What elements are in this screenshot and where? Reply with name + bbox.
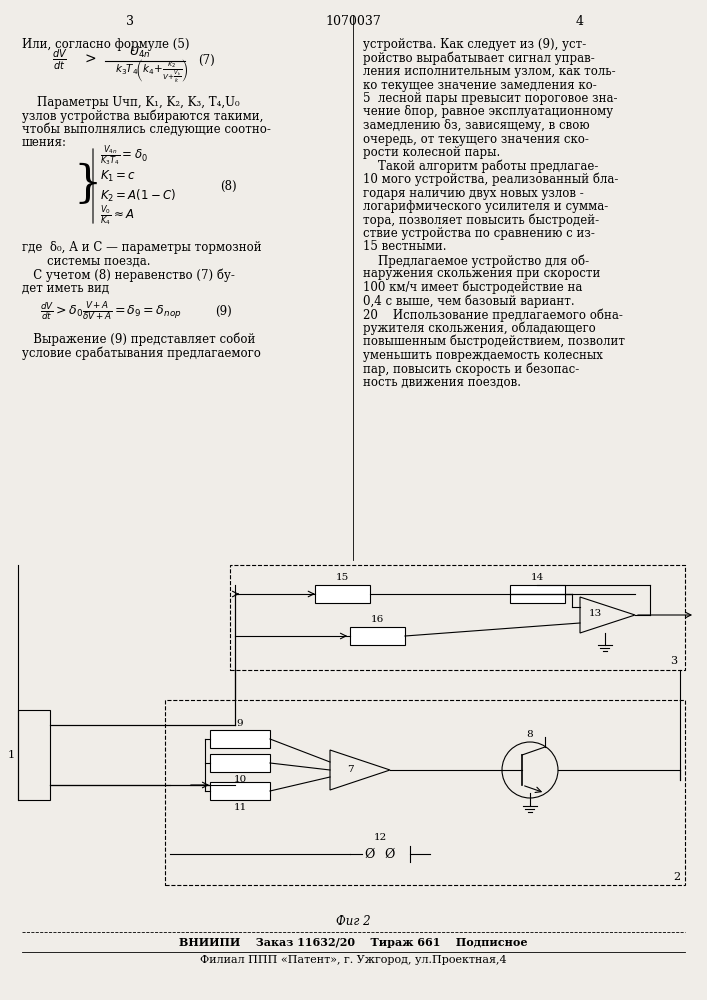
Text: Филиал ППП «Патент», г. Ужгород, ул.Проектная,4: Филиал ППП «Патент», г. Ужгород, ул.Прое… (199, 955, 506, 965)
Bar (210, 782, 270, 800)
Text: $\frac{V_{4n}}{K_3 T_4} = \delta_0$: $\frac{V_{4n}}{K_3 T_4} = \delta_0$ (100, 144, 148, 168)
Text: 2: 2 (673, 872, 680, 882)
Text: ружителя скольжения, обладающего: ружителя скольжения, обладающего (363, 322, 596, 335)
Text: где  δ₀, А и С — параметры тормозной: где δ₀, А и С — параметры тормозной (22, 241, 262, 254)
Text: ройство вырабатывает сигнал управ-: ройство вырабатывает сигнал управ- (363, 51, 595, 65)
Text: 10: 10 (233, 775, 247, 784)
Text: $K_2 = A(1-C)$: $K_2 = A(1-C)$ (100, 188, 176, 204)
Text: замедлению δз, зависящему, в свою: замедлению δз, зависящему, в свою (363, 119, 590, 132)
Text: системы поезда.: системы поезда. (47, 254, 151, 267)
Text: шения:: шения: (22, 136, 67, 149)
Text: 12: 12 (373, 833, 387, 842)
Text: 1: 1 (8, 750, 15, 760)
Text: наружения скольжения при скорости: наружения скольжения при скорости (363, 267, 600, 280)
Text: ления исполнительным узлом, как толь-: ления исполнительным узлом, как толь- (363, 65, 616, 78)
Text: Ø: Ø (385, 848, 395, 860)
Text: }: } (74, 162, 103, 206)
Text: 15 вестными.: 15 вестными. (363, 240, 447, 253)
Bar (18, 710, 50, 800)
Text: ВНИИПИ    Заказ 11632/20    Тираж 661    Подписное: ВНИИПИ Заказ 11632/20 Тираж 661 Подписно… (179, 937, 527, 948)
Bar (210, 754, 270, 772)
Text: 3: 3 (670, 656, 677, 666)
Text: ность движения поездов.: ность движения поездов. (363, 375, 521, 388)
Text: 3: 3 (126, 15, 134, 28)
Text: 0,4 с выше, чем базовый вариант.: 0,4 с выше, чем базовый вариант. (363, 294, 575, 308)
Bar (210, 730, 270, 748)
Text: 15: 15 (336, 573, 349, 582)
Text: 14: 14 (531, 573, 544, 582)
Text: (9): (9) (215, 304, 232, 318)
Text: $k_3 T_4\!\left(k_4\!+\!\frac{k_2}{V\!+\!\frac{V_k}{k}}\right)$: $k_3 T_4\!\left(k_4\!+\!\frac{k_2}{V\!+\… (115, 57, 189, 85)
Text: 7: 7 (346, 766, 354, 774)
Text: $\frac{dV}{dt} > \delta_0 \frac{V+A}{\delta V+A} = \delta_9 = \delta_{nop}$: $\frac{dV}{dt} > \delta_0 \frac{V+A}{\de… (40, 300, 182, 322)
Text: 20    Использование предлагаемого обна-: 20 Использование предлагаемого обна- (363, 308, 623, 322)
Text: 13: 13 (588, 608, 602, 617)
Text: 9: 9 (237, 719, 243, 728)
Text: ко текущее значение замедления ко-: ко текущее значение замедления ко- (363, 79, 597, 92)
Text: логарифмического усилителя и сумма-: логарифмического усилителя и сумма- (363, 200, 608, 213)
Text: 1070037: 1070037 (325, 15, 381, 28)
Text: Предлагаемое устройство для об-: Предлагаемое устройство для об- (363, 254, 589, 267)
Text: 100 км/ч имеет быстродействие на: 100 км/ч имеет быстродействие на (363, 281, 583, 294)
Text: 10 мого устройства, реализованный бла-: 10 мого устройства, реализованный бла- (363, 173, 619, 186)
Text: Такой алгоритм работы предлагае-: Такой алгоритм работы предлагае- (363, 159, 598, 173)
Text: 16: 16 (371, 615, 384, 624)
Text: дет иметь вид: дет иметь вид (22, 282, 109, 294)
Text: очередь, от текущего значения ско-: очередь, от текущего значения ско- (363, 132, 589, 145)
Text: устройства. Как следует из (9), уст-: устройства. Как следует из (9), уст- (363, 38, 586, 51)
Text: узлов устройства выбираются такими,: узлов устройства выбираются такими, (22, 109, 264, 123)
Text: тора, позволяет повысить быстродей-: тора, позволяет повысить быстродей- (363, 214, 599, 227)
Text: $\frac{V_0}{K_4} \approx A$: $\frac{V_0}{K_4} \approx A$ (100, 204, 134, 228)
Text: С учетом (8) неравенство (7) бу-: С учетом (8) неравенство (7) бу- (22, 268, 235, 282)
Text: >: > (84, 53, 96, 67)
Text: пар, повысить скорость и безопас-: пар, повысить скорость и безопас- (363, 362, 579, 375)
Bar (510, 585, 565, 603)
Text: 5  лесной пары превысит пороговое зна-: 5 лесной пары превысит пороговое зна- (363, 92, 617, 105)
Text: Или, согласно формуле (5): Или, согласно формуле (5) (22, 38, 189, 51)
Text: чтобы выполнялись следующие соотно-: чтобы выполнялись следующие соотно- (22, 123, 271, 136)
Text: годаря наличию двух новых узлов -: годаря наличию двух новых узлов - (363, 186, 584, 200)
Text: $K_1 = c$: $K_1 = c$ (100, 168, 136, 184)
Text: 8: 8 (527, 730, 533, 739)
Text: Фиг 2: Фиг 2 (336, 915, 370, 928)
Text: Ø: Ø (365, 848, 375, 860)
Text: $U_{4n}$: $U_{4n}$ (129, 44, 151, 60)
Bar (165, 700, 685, 885)
Text: Параметры Uчп, K₁, K₂, K₃, T₄,U₀: Параметры Uчп, K₁, K₂, K₃, T₄,U₀ (22, 96, 240, 109)
Text: 4: 4 (576, 15, 584, 28)
Text: Выражение (9) представляет собой: Выражение (9) представляет собой (22, 333, 255, 347)
Text: 11: 11 (233, 803, 247, 812)
Text: (7): (7) (198, 53, 215, 66)
Text: $\frac{dV}{dt}$: $\frac{dV}{dt}$ (52, 48, 68, 72)
Text: (8): (8) (220, 180, 237, 192)
Bar (315, 585, 370, 603)
Text: чение δпор, равное эксплуатационному: чение δпор, равное эксплуатационному (363, 105, 613, 118)
Text: условие срабатывания предлагаемого: условие срабатывания предлагаемого (22, 347, 261, 360)
Bar (230, 565, 685, 670)
Bar (350, 627, 405, 645)
Text: рости колесной пары.: рости колесной пары. (363, 146, 501, 159)
Text: повышенным быстродействием, позволит: повышенным быстродействием, позволит (363, 335, 625, 349)
Text: ствие устройства по сравнению с из-: ствие устройства по сравнению с из- (363, 227, 595, 240)
Text: уменьшить повреждаемость колесных: уменьшить повреждаемость колесных (363, 349, 603, 361)
